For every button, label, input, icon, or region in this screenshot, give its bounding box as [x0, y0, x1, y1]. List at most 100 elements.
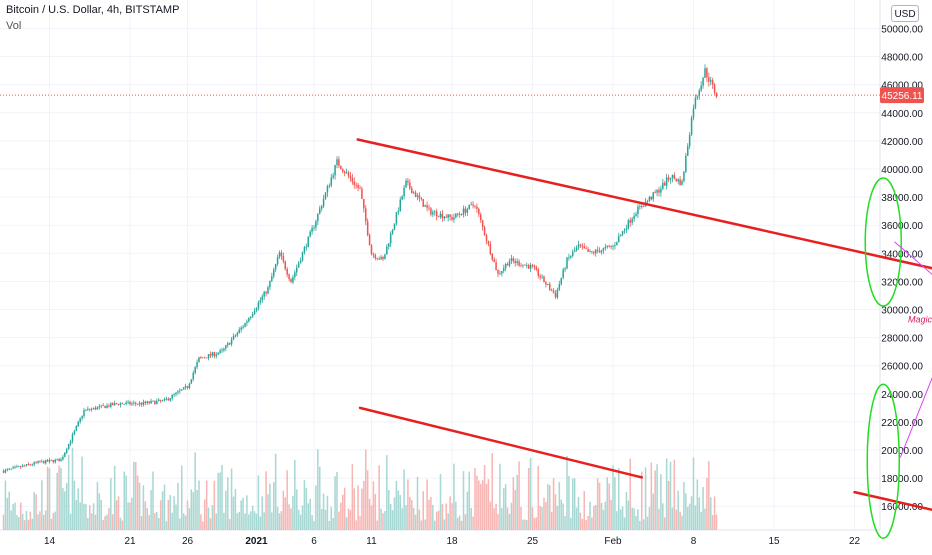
candle-body	[348, 172, 350, 175]
candle-body	[54, 460, 56, 462]
candle-body	[325, 193, 327, 200]
volume-bar	[620, 509, 622, 530]
candle-body	[225, 345, 227, 348]
candle-body	[122, 403, 124, 404]
volume-bar	[457, 518, 459, 530]
candle-body	[608, 246, 610, 247]
volume-bar	[511, 503, 513, 530]
candle-body	[499, 274, 501, 275]
volume-bar	[566, 456, 568, 530]
candle-body	[589, 251, 591, 252]
candle-body	[384, 255, 386, 260]
candle-body	[545, 282, 547, 284]
candle-body	[415, 192, 417, 196]
volume-bar	[369, 499, 371, 530]
candle-body	[453, 218, 455, 220]
currency-button[interactable]: USD	[891, 5, 919, 22]
volume-bar	[267, 494, 269, 530]
volume-bar	[622, 507, 624, 530]
volume-bar	[87, 518, 89, 530]
y-tick-label: 44000.00	[881, 109, 923, 120]
candle-body	[145, 402, 147, 403]
candle-body	[633, 216, 635, 219]
volume-bar	[269, 484, 271, 530]
volume-bar	[70, 514, 72, 530]
candle-body	[394, 224, 396, 230]
volume-bar	[691, 496, 693, 530]
candle-body	[123, 404, 125, 405]
volume-bar	[677, 491, 679, 530]
volume-bar	[240, 500, 242, 530]
volume-bar	[206, 480, 208, 530]
candle-body	[702, 78, 704, 86]
volume-bar	[231, 469, 233, 530]
volume-bar	[252, 506, 254, 530]
candle-body	[296, 268, 298, 273]
candle-body	[488, 241, 490, 244]
candle-body	[674, 175, 676, 178]
candle-body	[28, 464, 30, 465]
candle-body	[219, 351, 221, 353]
candle-body	[580, 244, 582, 245]
volume-bar	[482, 480, 484, 530]
candle-body	[273, 270, 275, 277]
volume-bar	[91, 513, 93, 530]
candle-body	[281, 253, 283, 256]
volume-bar	[367, 470, 369, 530]
volume-bar	[41, 480, 43, 530]
grid-lines	[0, 0, 880, 530]
volume-bar	[273, 482, 275, 530]
volume-bar	[666, 458, 668, 530]
candle-body	[30, 464, 32, 465]
volume-bar	[518, 461, 520, 530]
volume-bar	[154, 513, 156, 530]
candle-body	[367, 221, 369, 234]
volume-bar	[444, 519, 446, 530]
candle-body	[530, 265, 532, 269]
candle-body	[313, 228, 315, 229]
volume-bar	[675, 510, 677, 530]
candle-body	[158, 400, 160, 401]
volume-bar	[697, 480, 699, 530]
candle-body	[610, 246, 612, 247]
volume-bar	[422, 491, 424, 530]
candle-body	[283, 256, 285, 261]
candle-body	[660, 189, 662, 193]
volume-bar	[522, 520, 524, 530]
candle-body	[444, 217, 446, 218]
volume-bar	[185, 516, 187, 530]
volume-bar	[478, 481, 480, 530]
candle-body	[175, 393, 177, 395]
volume-bar	[194, 452, 196, 530]
volume-bar	[560, 500, 562, 530]
volume-bar	[137, 476, 139, 530]
candle-body	[398, 211, 400, 212]
volume-bar	[112, 514, 114, 530]
candle-body	[258, 303, 260, 308]
candle-body	[714, 84, 716, 92]
volume-bar	[56, 473, 58, 530]
volume-bar	[33, 492, 35, 530]
volume-bar	[417, 477, 419, 530]
volume-bar	[7, 498, 9, 530]
volume-bar	[526, 520, 528, 530]
volume-bar	[95, 515, 97, 530]
candle-body	[152, 401, 154, 402]
volume-bar	[229, 519, 231, 530]
volume-bar	[413, 508, 415, 530]
candle-body	[53, 460, 55, 462]
volume-bar	[643, 519, 645, 530]
candle-body	[511, 258, 513, 261]
candle-body	[461, 214, 463, 215]
candle-body	[484, 227, 486, 235]
candle-body	[74, 431, 76, 435]
candle-body	[382, 257, 384, 259]
candle-body	[637, 207, 639, 214]
candle-body	[261, 297, 263, 301]
candle-body	[662, 183, 664, 189]
candle-body	[99, 406, 101, 407]
volume-bar	[645, 467, 647, 530]
candle-body	[5, 470, 7, 473]
candle-body	[64, 453, 66, 457]
